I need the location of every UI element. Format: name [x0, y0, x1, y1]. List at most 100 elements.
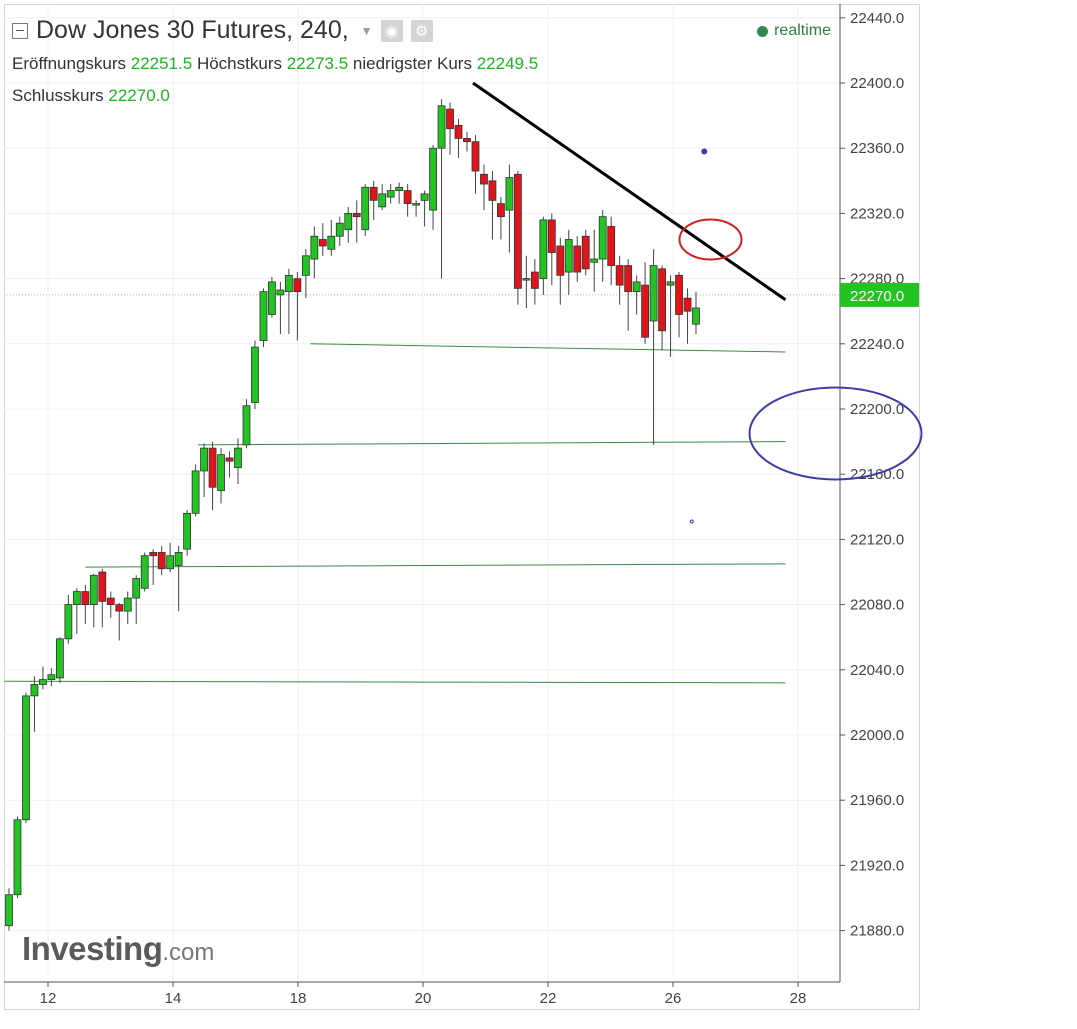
candle-body[interactable] [183, 512, 192, 550]
candle-body[interactable] [497, 203, 505, 218]
candle-body[interactable] [149, 552, 158, 557]
candle-body[interactable] [632, 281, 641, 293]
trend-line[interactable] [472, 81, 787, 302]
candle-body[interactable] [5, 894, 13, 927]
candle-body[interactable] [251, 346, 259, 403]
candle-body[interactable] [488, 180, 497, 201]
candle-body[interactable] [683, 297, 692, 312]
candle-body[interactable] [352, 212, 361, 218]
support-line[interactable] [85, 563, 786, 568]
candle-body[interactable] [530, 271, 539, 289]
candle-body[interactable] [463, 138, 471, 143]
support-line[interactable] [310, 343, 786, 353]
candle-body[interactable] [513, 173, 522, 289]
candle-body[interactable] [55, 638, 64, 679]
candle-body[interactable] [378, 193, 387, 208]
candle-body[interactable] [98, 571, 107, 602]
candle-body[interactable] [658, 268, 666, 332]
candle-body[interactable] [89, 574, 98, 606]
candle-body[interactable] [191, 470, 200, 514]
red-ellipse-annotation[interactable] [678, 218, 743, 261]
candle-body[interactable] [361, 186, 370, 231]
candle-body[interactable] [242, 405, 251, 446]
dropdown-arrow-icon[interactable]: ▼ [360, 23, 373, 38]
visibility-icon[interactable]: ◉ [380, 19, 403, 42]
candle-body[interactable] [293, 278, 302, 293]
support-line[interactable] [197, 441, 786, 446]
candle-body[interactable] [234, 447, 242, 469]
candle-body[interactable] [666, 281, 675, 286]
candle-body[interactable] [200, 447, 208, 472]
candle-body[interactable] [47, 674, 56, 680]
candle-body[interactable] [276, 289, 285, 296]
candle-body[interactable] [174, 552, 183, 566]
y-tick-label: 22440.0 [850, 10, 904, 27]
candle-body[interactable] [318, 239, 327, 247]
support-line[interactable] [4, 680, 786, 684]
candle-body[interactable] [335, 222, 344, 237]
candle-body[interactable] [598, 216, 607, 260]
x-tick-label: 22 [540, 990, 557, 1007]
y-tick-label: 22040.0 [850, 662, 904, 679]
candle-body[interactable] [22, 695, 30, 821]
candle-body[interactable] [13, 819, 22, 896]
blue-ellipse-annotation[interactable] [748, 386, 923, 481]
candle-body[interactable] [505, 177, 514, 211]
candle-body[interactable] [581, 235, 590, 270]
candle-body[interactable] [607, 226, 616, 266]
candle-body[interactable] [480, 173, 488, 185]
candle-body[interactable] [208, 447, 217, 488]
candle-body[interactable] [437, 105, 446, 149]
candle-body[interactable] [310, 235, 319, 260]
candle-body[interactable] [81, 591, 90, 605]
candle-body[interactable] [624, 265, 633, 293]
candle-body[interactable] [471, 141, 480, 172]
close-value: 22270.0 [108, 86, 170, 105]
candle-body[interactable] [39, 679, 47, 685]
candle-body[interactable] [539, 219, 548, 279]
candle-body[interactable] [403, 190, 412, 205]
realtime-dot-icon [757, 25, 769, 37]
candle-body[interactable] [369, 186, 378, 201]
candle-body[interactable] [395, 186, 404, 191]
candle-body[interactable] [225, 457, 234, 462]
candle-body[interactable] [268, 281, 276, 315]
candle-body[interactable] [30, 684, 39, 697]
candle-body[interactable] [106, 597, 115, 606]
candle-body[interactable] [556, 245, 565, 276]
candle-body[interactable] [547, 219, 556, 253]
candle-body[interactable] [217, 454, 225, 491]
candle-body[interactable] [140, 555, 149, 589]
candle-body[interactable] [166, 555, 175, 570]
candle-body[interactable] [420, 193, 429, 201]
x-tick-label: 14 [165, 990, 182, 1007]
candle-body[interactable] [157, 552, 166, 570]
collapse-icon[interactable] [12, 22, 28, 39]
candle-body[interactable] [564, 239, 573, 273]
candle-body[interactable] [344, 212, 353, 231]
candle-body[interactable] [259, 291, 268, 341]
candle-body[interactable] [692, 307, 700, 325]
candle-body[interactable] [386, 190, 395, 198]
candle-body[interactable] [412, 203, 421, 206]
candle-body[interactable] [301, 255, 310, 276]
candle-body[interactable] [429, 147, 437, 211]
candle-body[interactable] [284, 274, 293, 293]
candle-body[interactable] [72, 591, 81, 605]
candle-body[interactable] [522, 278, 531, 281]
candle-body[interactable] [590, 258, 599, 263]
candle-body[interactable] [641, 284, 650, 338]
candle-body[interactable] [327, 235, 336, 250]
candle-body[interactable] [649, 265, 658, 322]
candle-body[interactable] [573, 245, 582, 273]
candle-body[interactable] [123, 597, 132, 612]
candle-body[interactable] [446, 108, 454, 130]
candle-body[interactable] [132, 578, 141, 599]
candle-body[interactable] [454, 124, 463, 139]
candle-body[interactable] [115, 604, 124, 612]
candle-body[interactable] [615, 265, 624, 286]
settings-icon[interactable]: ⚙ [410, 19, 433, 42]
candle-body[interactable] [675, 274, 683, 315]
candle-body[interactable] [64, 604, 73, 640]
